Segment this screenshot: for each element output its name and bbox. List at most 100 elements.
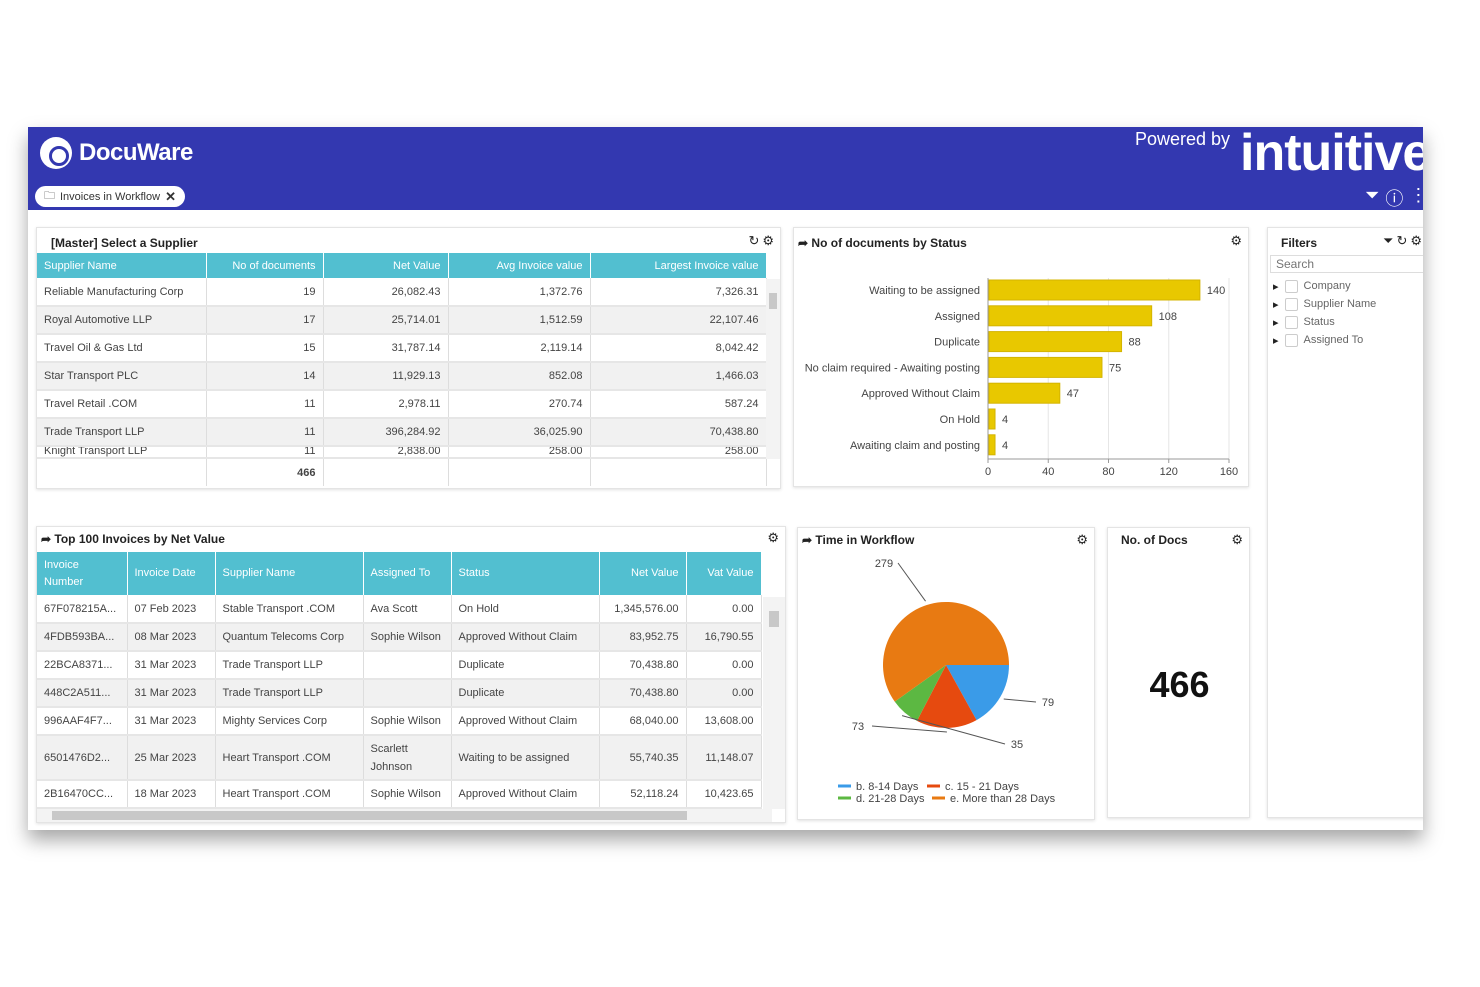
expand-triangle-icon[interactable]: ▸ (1273, 316, 1279, 329)
filter-item-assigned-to[interactable]: ▸ Assigned To (1273, 331, 1376, 349)
filter-item-status[interactable]: ▸ Status (1273, 313, 1376, 331)
gear-icon[interactable]: ⚙ (1410, 233, 1422, 248)
filter-search-input[interactable] (1270, 255, 1423, 273)
table-cell: 11 (206, 390, 324, 419)
table-cell: 16,790.55 (686, 623, 762, 652)
gear-icon[interactable]: ⚙ (767, 530, 779, 545)
filter-checkbox[interactable] (1284, 333, 1298, 347)
filter-list: ▸ Company ▸ Supplier Name ▸ Status ▸ Assigned T… (1273, 277, 1376, 349)
column-header[interactable]: Status (451, 552, 600, 595)
table-row[interactable]: Trade Transport LLP 11 396,284.92 36,025.90… (37, 418, 767, 447)
folder-icon: 🗀 (44, 190, 55, 202)
filter-label: Assigned To (1303, 334, 1364, 346)
vertical-scrollbar[interactable] (766, 279, 780, 459)
vertical-scrollbar[interactable] (763, 597, 785, 809)
pie-slice (946, 665, 1009, 721)
leader-line (1003, 698, 1037, 703)
filter-item-company[interactable]: ▸ Company (1273, 277, 1376, 295)
bar (988, 305, 1153, 327)
column-header[interactable]: Net Value (599, 552, 687, 595)
column-header[interactable]: Net Value (323, 253, 449, 278)
column-header[interactable]: Supplier Name (215, 552, 364, 595)
table-row[interactable]: Travel Oil & Gas Ltd 15 31,787.14 2,119.14 8… (37, 334, 767, 363)
table-row[interactable]: 22BCA8371... 31 Mar 2023 Trade Transport L… (37, 651, 762, 680)
panel-title: [Master] Select a Supplier (51, 236, 198, 250)
table-row[interactable]: 996AAF4F7... 31 Mar 2023 Mighty Services C… (37, 707, 762, 736)
pie-slice (916, 665, 977, 728)
expand-arrow-icon[interactable]: ➦ (798, 236, 809, 250)
filter-label: Company (1303, 280, 1351, 292)
horizontal-scrollbar[interactable] (37, 809, 772, 822)
table-cell: 11 (206, 446, 324, 459)
intuitive-logo: intuitive (1240, 127, 1423, 182)
tab-invoices-in-workflow[interactable]: 🗀 Invoices in Workflow ✕ (35, 186, 185, 207)
table-row[interactable]: Royal Automotive LLP 17 25,714.01 1,512.59 2… (37, 306, 767, 335)
filter-checkbox[interactable] (1284, 297, 1298, 311)
refresh-icon[interactable]: ↻ (748, 233, 760, 248)
table-cell: 70,438.80 (590, 418, 767, 447)
table-cell: 270.74 (448, 390, 591, 419)
total-cell (323, 458, 449, 486)
table-row[interactable]: 448C2A511... 31 Mar 2023 Trade Transport L… (37, 679, 762, 708)
table-header-row: Supplier Name No of documents Net Value Avg… (37, 253, 767, 278)
more-icon[interactable]: ⋮ (1409, 185, 1423, 205)
column-header[interactable]: Vat Value (686, 552, 762, 595)
table-cell: Travel Retail .COM (37, 390, 207, 419)
table-cell: 996AAF4F7... (37, 707, 128, 736)
table-cell: Quantum Telecoms Corp (215, 623, 364, 652)
filter-icon[interactable]: ⏷ (1365, 185, 1380, 205)
column-header[interactable]: Invoice Number (37, 552, 128, 595)
status-chart-panel: ➦ No of documents by Status ⚙ 0 40 80 120 16… (793, 227, 1249, 487)
expand-triangle-icon[interactable]: ▸ (1273, 280, 1279, 293)
category-label: Waiting to be assigned (869, 285, 980, 297)
column-header[interactable]: Largest Invoice value (590, 253, 767, 278)
table-cell: 11 (206, 418, 324, 447)
table-row[interactable]: Travel Retail .COM 11 2,978.11 270.74 587.24 (37, 390, 767, 419)
column-header[interactable]: Assigned To (363, 552, 452, 595)
bar (988, 382, 1061, 404)
table-row[interactable]: 6501476D2... 25 Mar 2023 Heart Transport .… (37, 735, 762, 781)
table-row[interactable]: 67F078215A... 07 Feb 2023 Stable Transport… (37, 595, 762, 624)
legend-label: e. More than 28 Days (950, 793, 1056, 805)
total-documents: 466 (206, 458, 324, 486)
table-cell: 15 (206, 334, 324, 363)
table-row[interactable]: 2B16470CC... 18 Mar 2023 Heart Transport .… (37, 780, 762, 809)
brand-name: DocuWare (79, 139, 193, 166)
table-cell: 6501476D2... (37, 735, 128, 781)
gear-icon[interactable]: ⚙ (762, 233, 774, 248)
docuware-logo[interactable]: DocuWare (40, 137, 193, 169)
filter-icon[interactable]: ⏷ (1383, 233, 1394, 248)
total-cell (590, 458, 767, 486)
gear-icon[interactable]: ⚙ (1231, 532, 1243, 547)
bar (988, 279, 1201, 301)
table-cell: 852.08 (448, 362, 591, 391)
x-tick-label: 160 (1220, 466, 1238, 478)
data-label: 88 (1129, 337, 1141, 349)
filter-checkbox[interactable] (1284, 279, 1298, 293)
table-row[interactable]: Knight Transport LLP 11 2,838.00 258.00 258.… (37, 446, 767, 459)
expand-arrow-icon[interactable]: ➦ (41, 532, 52, 546)
pie-slice (883, 602, 1009, 702)
bar (988, 356, 1103, 378)
table-row[interactable]: Reliable Manufacturing Corp 19 26,082.43 1,… (37, 278, 767, 307)
table-row[interactable]: 4FDB593BA... 08 Mar 2023 Quantum Telecoms … (37, 623, 762, 652)
gear-icon[interactable]: ⚙ (1076, 532, 1088, 547)
filter-checkbox[interactable] (1284, 315, 1298, 329)
column-header[interactable]: Avg Invoice value (448, 253, 591, 278)
filter-item-supplier-name[interactable]: ▸ Supplier Name (1273, 295, 1376, 313)
column-header[interactable]: Supplier Name (37, 253, 207, 278)
refresh-icon[interactable]: ↻ (1396, 233, 1408, 248)
table-cell: 1,345,576.00 (599, 595, 687, 624)
gear-icon[interactable]: ⚙ (1230, 233, 1242, 248)
close-icon[interactable]: ✕ (165, 188, 176, 204)
expand-arrow-icon[interactable]: ➦ (802, 533, 813, 547)
filter-label: Supplier Name (1303, 298, 1377, 310)
column-header[interactable]: No of documents (206, 253, 324, 278)
table-cell: Stable Transport .COM (215, 595, 364, 624)
help-icon[interactable]: ⓘ (1385, 189, 1404, 209)
table-row[interactable]: Star Transport PLC 14 11,929.13 852.08 1,466… (37, 362, 767, 391)
expand-triangle-icon[interactable]: ▸ (1273, 334, 1279, 347)
column-header[interactable]: Invoice Date (127, 552, 216, 595)
expand-triangle-icon[interactable]: ▸ (1273, 298, 1279, 311)
table-cell: 2,838.00 (323, 446, 449, 459)
